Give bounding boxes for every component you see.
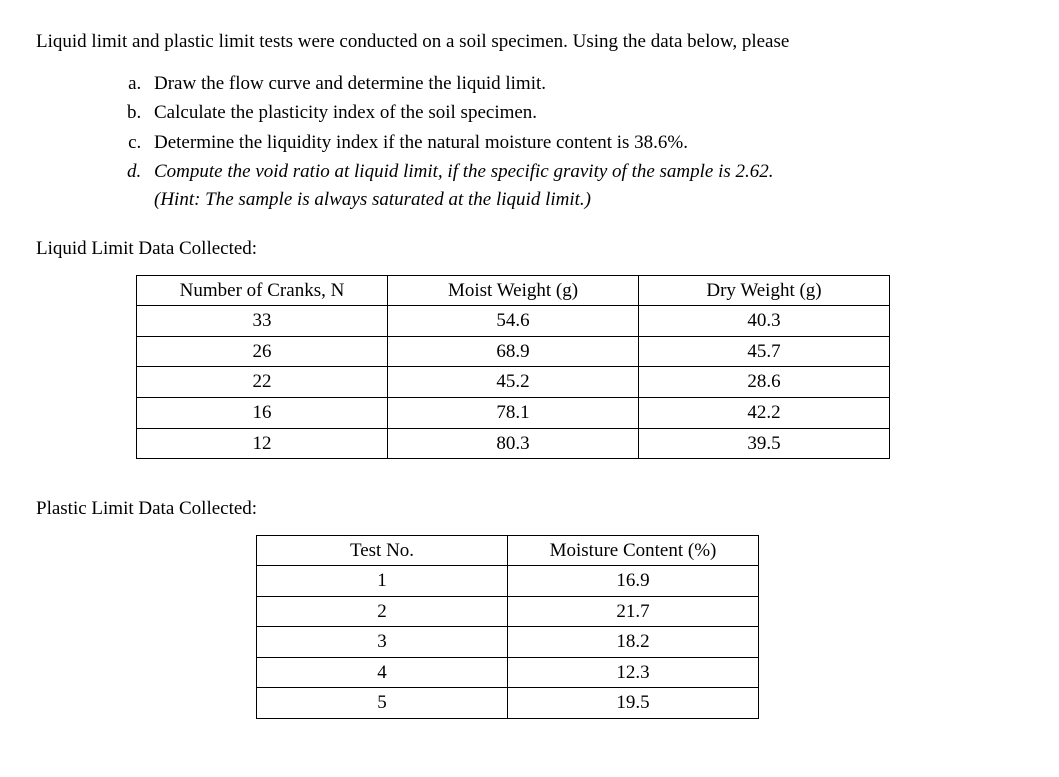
col-header: Moist Weight (g)	[388, 275, 639, 306]
cell: 42.2	[639, 398, 890, 429]
cell: 26	[137, 336, 388, 367]
question-d-line2: (Hint: The sample is always saturated at…	[154, 189, 591, 210]
cell: 45.2	[388, 367, 639, 398]
cell: 5	[257, 688, 508, 719]
table-row: 22 45.2 28.6	[137, 367, 890, 398]
table-row: 1 16.9	[257, 566, 759, 597]
cell: 3	[257, 627, 508, 658]
cell: 68.9	[388, 336, 639, 367]
question-a: Draw the flow curve and determine the li…	[146, 70, 1023, 98]
cell: 39.5	[639, 428, 890, 459]
cell: 78.1	[388, 398, 639, 429]
cell: 18.2	[508, 627, 759, 658]
intro-text: Liquid limit and plastic limit tests wer…	[36, 28, 1023, 56]
question-c: Determine the liquidity index if the nat…	[146, 129, 1023, 157]
table-row: 16 78.1 42.2	[137, 398, 890, 429]
col-header: Number of Cranks, N	[137, 275, 388, 306]
cell: 21.7	[508, 596, 759, 627]
question-d-line1: Compute the void ratio at liquid limit, …	[154, 161, 774, 182]
col-header: Dry Weight (g)	[639, 275, 890, 306]
cell: 1	[257, 566, 508, 597]
liquid-limit-heading: Liquid Limit Data Collected:	[36, 235, 1023, 263]
cell: 33	[137, 306, 388, 337]
cell: 45.7	[639, 336, 890, 367]
cell: 40.3	[639, 306, 890, 337]
cell: 16.9	[508, 566, 759, 597]
table-row: 26 68.9 45.7	[137, 336, 890, 367]
plastic-limit-table: Test No. Moisture Content (%) 1 16.9 2 2…	[256, 535, 759, 719]
table-header-row: Test No. Moisture Content (%)	[257, 535, 759, 566]
question-list: Draw the flow curve and determine the li…	[36, 70, 1023, 214]
liquid-limit-table: Number of Cranks, N Moist Weight (g) Dry…	[136, 275, 890, 459]
table-row: 5 19.5	[257, 688, 759, 719]
table-row: 3 18.2	[257, 627, 759, 658]
table-row: 33 54.6 40.3	[137, 306, 890, 337]
question-d: Compute the void ratio at liquid limit, …	[146, 158, 1023, 213]
cell: 80.3	[388, 428, 639, 459]
question-b: Calculate the plasticity index of the so…	[146, 99, 1023, 127]
table-row: 2 21.7	[257, 596, 759, 627]
cell: 12.3	[508, 657, 759, 688]
cell: 4	[257, 657, 508, 688]
cell: 22	[137, 367, 388, 398]
col-header: Moisture Content (%)	[508, 535, 759, 566]
col-header: Test No.	[257, 535, 508, 566]
plastic-limit-heading: Plastic Limit Data Collected:	[36, 495, 1023, 523]
cell: 54.6	[388, 306, 639, 337]
table-row: 4 12.3	[257, 657, 759, 688]
table-header-row: Number of Cranks, N Moist Weight (g) Dry…	[137, 275, 890, 306]
cell: 12	[137, 428, 388, 459]
cell: 2	[257, 596, 508, 627]
table-row: 12 80.3 39.5	[137, 428, 890, 459]
cell: 28.6	[639, 367, 890, 398]
cell: 19.5	[508, 688, 759, 719]
cell: 16	[137, 398, 388, 429]
